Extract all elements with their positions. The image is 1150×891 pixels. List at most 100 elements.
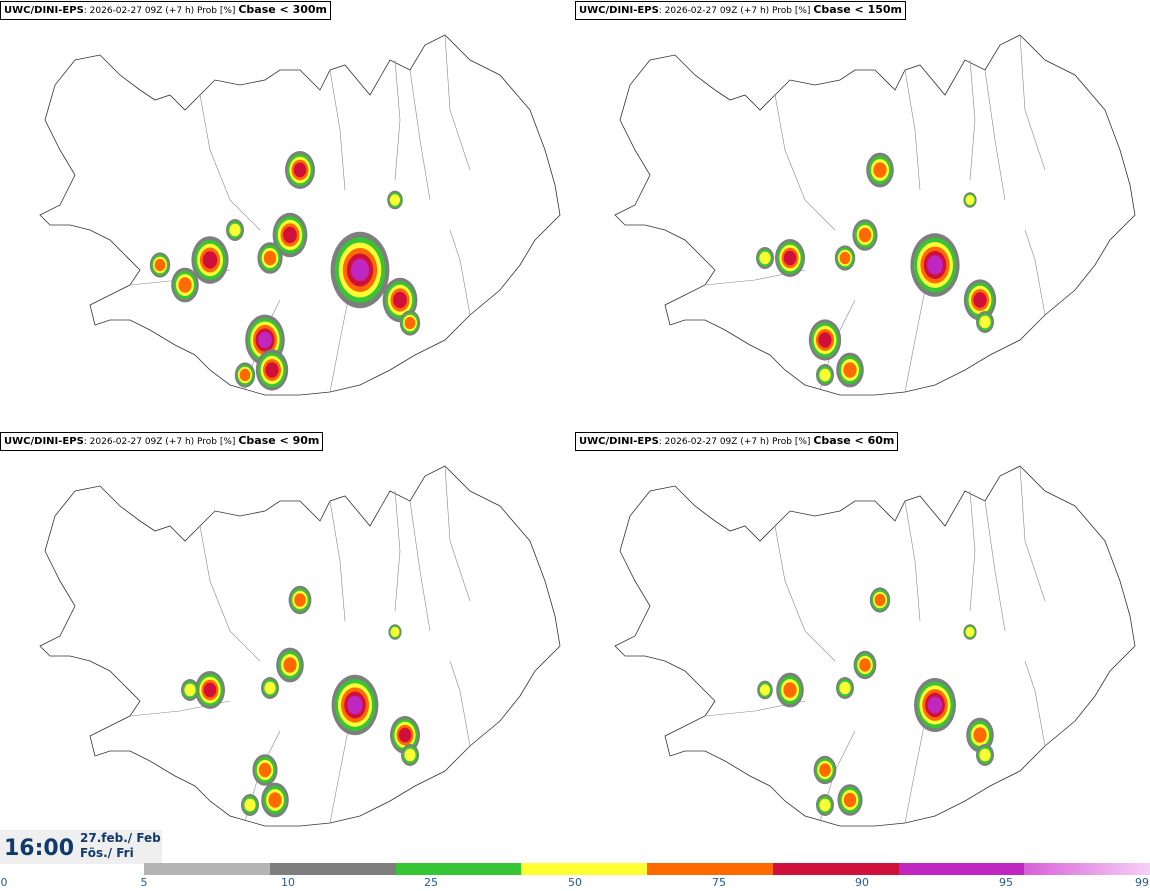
probability-blob (976, 311, 994, 333)
probability-blob (853, 650, 877, 680)
probability-blob (808, 319, 842, 361)
map-panel-90m: UWC/DINI-EPS: 2026-02-27 09Z (+7 h) Prob… (0, 431, 575, 861)
region-border (199, 94, 261, 231)
region-border (904, 720, 926, 824)
probability-blob (399, 310, 421, 336)
probability-blob (261, 782, 289, 818)
colorbar-tick-label: 0 (0, 876, 8, 889)
region-border (774, 94, 836, 231)
coastline (614, 34, 1136, 396)
probability-blob (776, 672, 804, 708)
probability-blob (285, 151, 315, 189)
probability-blob (869, 587, 891, 613)
probability-blob (241, 794, 259, 816)
model-name: UWC/DINI-EPS (4, 436, 84, 447)
colorbar-segment (647, 863, 773, 875)
colorbar-segment (1024, 863, 1150, 875)
probability-blob (234, 362, 256, 388)
coastline (39, 465, 561, 827)
model-name: UWC/DINI-EPS (579, 436, 659, 447)
probability-blob (836, 352, 864, 388)
map-panel-300m: UWC/DINI-EPS: 2026-02-27 09Z (+7 h) Prob… (0, 0, 575, 430)
probability-blob (276, 647, 304, 683)
map-panel-60m: UWC/DINI-EPS: 2026-02-27 09Z (+7 h) Prob… (575, 431, 1150, 861)
region-border (449, 229, 471, 316)
probability-blob (756, 247, 774, 269)
region-border (444, 34, 471, 171)
probability-blob (813, 755, 837, 785)
colorbar-tick-label: 5 (140, 876, 148, 889)
region-border (1019, 34, 1046, 171)
region-border (394, 59, 401, 181)
run-info: : 2026-02-27 09Z (+7 h) Prob [%] (83, 437, 236, 447)
colorbar (144, 863, 1150, 875)
coastline (614, 465, 1136, 827)
probability-blob (837, 784, 863, 816)
probability-blob (866, 152, 894, 188)
model-name: UWC/DINI-EPS (579, 5, 659, 16)
probability-blob (757, 680, 773, 700)
iceland-map (614, 34, 1136, 396)
probability-blob (255, 349, 289, 391)
probability-blob (816, 364, 834, 386)
date-label: 27.feb./ Feb (80, 831, 161, 845)
region-border (904, 289, 926, 393)
map-panel-150m: UWC/DINI-EPS: 2026-02-27 09Z (+7 h) Prob… (575, 0, 1150, 430)
probability-blob (261, 677, 279, 699)
probability-blob (272, 212, 308, 258)
region-border (199, 525, 261, 662)
coastline (39, 34, 561, 396)
region-border (969, 59, 976, 181)
region-border (329, 500, 346, 622)
region-border (394, 490, 401, 612)
region-border (969, 490, 976, 612)
region-border (774, 525, 836, 662)
run-info: : 2026-02-27 09Z (+7 h) Prob [%] (658, 6, 811, 16)
probability-blob (195, 671, 225, 709)
region-border (409, 500, 431, 632)
probability-blob (181, 679, 199, 701)
colorbar-segment (521, 863, 647, 875)
iceland-map (39, 34, 561, 396)
region-border (904, 69, 921, 191)
iceland-map (614, 465, 1136, 827)
run-info: : 2026-02-27 09Z (+7 h) Prob [%] (658, 437, 811, 447)
model-name: UWC/DINI-EPS (4, 5, 84, 16)
panel-title: UWC/DINI-EPS: 2026-02-27 09Z (+7 h) Prob… (575, 1, 907, 20)
region-border (984, 69, 1006, 201)
day-label: Fös./ Fri (80, 846, 134, 860)
probability-blob (382, 277, 418, 323)
probability-blob (149, 252, 171, 278)
colorbar-segment (898, 863, 1025, 875)
probability-blob (976, 744, 994, 766)
threshold-label: Cbase < 150m (813, 3, 903, 16)
colorbar-tick-label: 25 (424, 876, 438, 889)
region-border (329, 69, 346, 191)
colorbar-tick-label: 50 (568, 876, 582, 889)
probability-blob (834, 245, 856, 271)
panel-title: UWC/DINI-EPS: 2026-02-27 09Z (+7 h) Prob… (575, 432, 899, 451)
colorbar-ticks: 0 5 10 25 50 75 90 95 99 (0, 876, 1150, 891)
region-border (984, 500, 1006, 632)
probability-blob (852, 219, 878, 251)
probability-blob (226, 219, 244, 241)
colorbar-tick-label: 95 (999, 876, 1013, 889)
region-border (329, 720, 351, 824)
region-border (444, 465, 471, 602)
probability-blob (171, 267, 199, 303)
region-border (1024, 229, 1046, 316)
probability-blob (401, 744, 419, 766)
region-border (409, 69, 431, 201)
threshold-label: Cbase < 90m (238, 434, 320, 447)
probability-blob (331, 674, 379, 736)
iceland-map (39, 465, 561, 827)
colorbar-tick-label: 75 (712, 876, 726, 889)
probability-blob (910, 233, 960, 297)
probability-blob (330, 231, 390, 309)
colorbar-segment (144, 863, 270, 875)
region-border (1024, 660, 1046, 747)
probability-blob (387, 190, 403, 210)
region-border (1019, 465, 1046, 602)
region-border (329, 289, 351, 393)
probability-blob (191, 236, 229, 284)
